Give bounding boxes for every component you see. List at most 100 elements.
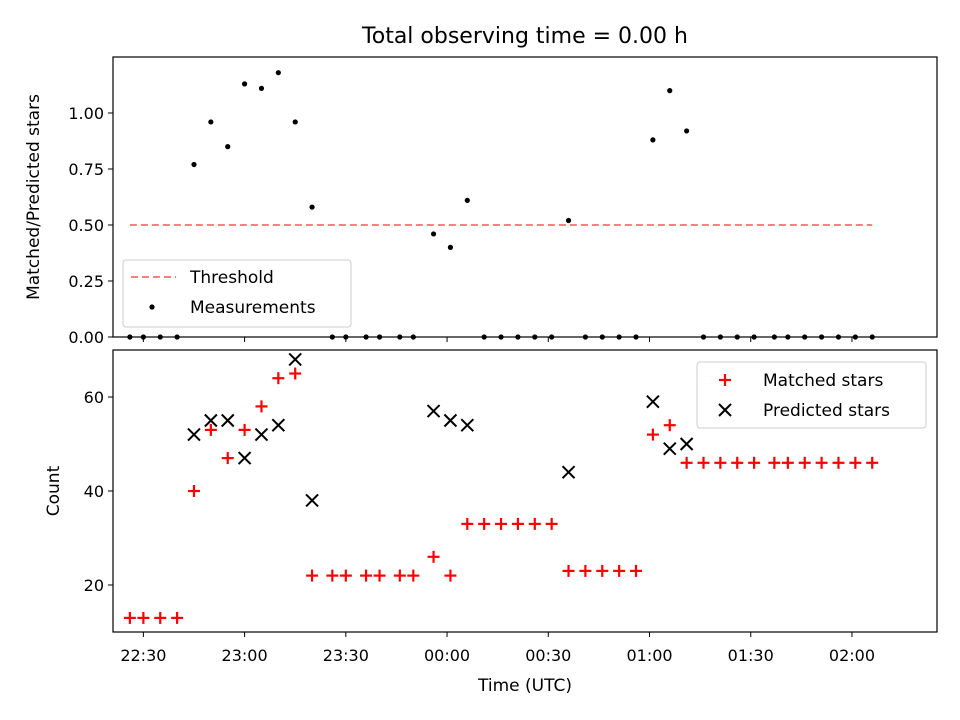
bottom-x-tick-label: 23:30 [323, 646, 369, 665]
bottom-y-tick-label: 20 [84, 576, 104, 595]
predicted-star-point [254, 427, 269, 442]
predicted-star-point [305, 493, 319, 508]
legend-predicted-label: Predicted stars [763, 401, 890, 421]
legend-matched-label: Matched stars [763, 371, 883, 391]
legend-measurements-label: Measurements [190, 298, 316, 318]
top-y-tick-label: 0.25 [68, 272, 104, 291]
matched-star-point [495, 517, 508, 530]
matched-star-point [326, 569, 339, 582]
bottom-legend: Matched stars Predicted stars [696, 361, 927, 429]
measurement-point [191, 161, 197, 168]
chart-title: Total observing time = 0.00 h [361, 24, 688, 49]
bottom-y-tick-label: 40 [84, 482, 104, 501]
top-legend: Threshold Measurements [122, 259, 352, 328]
predicted-star-point [646, 394, 660, 409]
top-plot-frame [112, 56, 938, 338]
matched-star-point [289, 367, 302, 380]
predicted-star-point [204, 413, 218, 428]
matched-star-point [545, 517, 558, 530]
matched-star-point [781, 456, 794, 469]
top-y-tick-label: 0.75 [68, 160, 104, 179]
matched-star-point [221, 452, 234, 465]
bottom-legend-box [696, 361, 927, 429]
predicted-star-point [221, 413, 235, 428]
x-axis-label: Time (UTC) [477, 676, 572, 696]
matched-star-point [849, 456, 862, 469]
matched-star-point [768, 456, 781, 469]
bottom-x-tick-label: 02:00 [829, 646, 875, 665]
bottom-y-tick-label: 60 [84, 388, 104, 407]
measurement-point [430, 231, 437, 237]
measurement-point [292, 119, 298, 125]
matched-star-point [238, 423, 251, 436]
matched-star-point [407, 569, 420, 582]
bottom-x-tick-label: 00:30 [525, 646, 571, 665]
legend-measurements-swatch [149, 304, 155, 310]
matched-star-point [427, 550, 440, 563]
matched-star-point [373, 569, 386, 582]
matched-star-point [815, 456, 828, 469]
measurement-point [650, 137, 656, 143]
predicted-star-point [561, 465, 576, 479]
predicted-star-point [271, 418, 286, 432]
matched-star-point [204, 423, 217, 436]
matched-star-point [360, 569, 373, 582]
top-y-tick-label: 0.50 [68, 216, 104, 235]
matched-star-point [646, 428, 659, 441]
predicted-star-point [288, 352, 302, 367]
bottom-y-axis-label: Count [44, 465, 64, 516]
measurement-point [464, 197, 470, 203]
matched-star-point [306, 569, 319, 582]
matched-star-point [137, 611, 150, 624]
bottom-x-tick-label: 23:00 [222, 646, 268, 665]
measurement-point [684, 128, 690, 134]
measurement-point [275, 70, 281, 76]
legend-predicted-swatch [718, 403, 732, 417]
bottom-x-tick-label: 00:00 [424, 646, 470, 665]
measurement-point [667, 88, 673, 94]
measurement-point [309, 204, 315, 210]
predicted-star-point [460, 418, 475, 432]
matched-star-point [154, 611, 167, 624]
matched-star-point [461, 517, 474, 530]
matched-star-point [731, 456, 744, 469]
bottom-panel: 20 40 60 22:30 23:00 23:30 00:00 00:30 01:00 01:3… [44, 349, 938, 696]
bottom-x-tick-label: 01:30 [728, 646, 774, 665]
matched-star-point [187, 485, 200, 497]
matched-star-point [680, 456, 693, 469]
top-legend-box [122, 259, 352, 328]
matched-star-point [579, 564, 592, 577]
matched-star-point [798, 456, 811, 469]
matched-star-point [613, 564, 626, 577]
measurement-point [241, 81, 248, 87]
matched-star-point [596, 564, 609, 577]
matched-star-point [630, 564, 643, 577]
matched-star-point [393, 569, 406, 582]
measurement-point [208, 119, 214, 125]
legend-matched-swatch [719, 374, 731, 386]
matched-star-point [255, 400, 268, 413]
predicted-star-point [237, 451, 252, 465]
predicted-star-point [187, 427, 201, 442]
bottom-x-tick-label: 22:30 [120, 646, 166, 665]
top-panel: 0.00 0.25 0.50 0.75 1.00 Matched/Predicted s… [24, 56, 938, 347]
matched-star-point [714, 456, 727, 469]
measurement-point [565, 217, 572, 224]
matched-star-point [528, 517, 541, 530]
top-y-tick-label: 0.00 [68, 328, 104, 347]
matched-star-point [663, 419, 676, 432]
matched-star-point [562, 564, 575, 577]
matched-star-point [478, 517, 491, 530]
predicted-star-point [443, 413, 458, 428]
matched-star-point [272, 372, 285, 385]
top-y-axis-label: Matched/Predicted stars [24, 94, 44, 300]
legend-threshold-label: Threshold [189, 268, 274, 288]
predicted-star-point [679, 437, 694, 451]
matched-star-point [123, 611, 136, 624]
matched-star-point [866, 456, 879, 469]
matched-star-point [339, 569, 352, 582]
matched-star-point [832, 456, 845, 469]
bottom-x-tick-label: 01:00 [626, 646, 672, 665]
matched-star-point [511, 517, 524, 530]
